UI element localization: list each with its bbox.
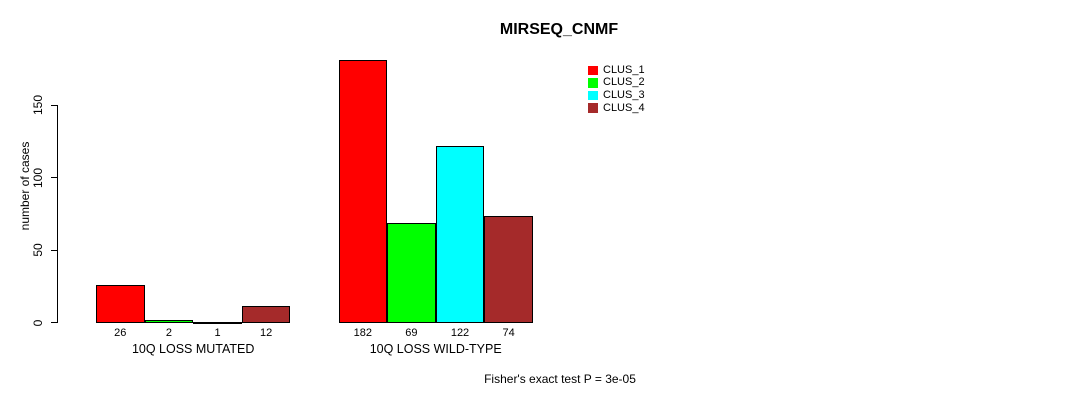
bar-clus_3-group1 [193, 321, 242, 324]
legend-label: CLUS_2 [603, 76, 645, 89]
bar-value-label: 26 [114, 327, 127, 339]
legend-swatch-icon [588, 65, 598, 76]
y-axis-tick [51, 104, 58, 106]
y-axis-line [57, 105, 58, 323]
bar-clus_1-group1 [96, 285, 145, 323]
legend-label: CLUS_4 [603, 101, 645, 114]
bar-value-label: 74 [502, 327, 515, 339]
legend-item: CLUS_4 [588, 102, 645, 115]
bar-clus_2-group2 [387, 223, 436, 323]
bar-clus_4-group1 [241, 305, 291, 323]
y-axis-tick-label: 150 [31, 95, 45, 116]
legend-swatch-icon [588, 90, 598, 101]
group-label: 10Q LOSS WILD-TYPE [369, 342, 502, 356]
legend-swatch-icon [588, 103, 598, 113]
legend-item: CLUS_3 [588, 89, 645, 102]
legend-label: CLUS_3 [603, 88, 645, 101]
legend-item: CLUS_1 [588, 64, 645, 77]
legend-swatch-icon [588, 78, 598, 88]
bar-clus_1-group2 [338, 59, 388, 323]
chart-title: MIRSEQ_CNMF [499, 21, 619, 38]
y-axis-tick-label: 0 [31, 319, 45, 326]
bar-value-label: 69 [405, 327, 418, 339]
bar-clus_2-group1 [144, 320, 194, 323]
annotation-text: Fisher's exact test P = 3e-05 [484, 372, 636, 386]
bar-value-label: 122 [450, 327, 470, 339]
y-axis-label: number of cases [18, 141, 32, 231]
y-axis-tick [51, 177, 58, 179]
y-axis-tick-label: 50 [31, 243, 45, 257]
group-label: 10Q LOSS MUTATED [131, 342, 255, 356]
y-axis-tick-label: 100 [31, 167, 45, 188]
y-axis-tick [51, 249, 58, 251]
bar-value-label: 2 [165, 327, 172, 339]
y-axis-tick [51, 322, 58, 323]
legend: CLUS_1 CLUS_2 CLUS_3 CLUS_4 [588, 64, 645, 114]
legend-label: CLUS_1 [603, 63, 645, 76]
bar-value-label: 1 [214, 327, 221, 339]
bar-clus_3-group2 [435, 146, 485, 323]
bar-value-label: 182 [353, 327, 372, 339]
bar-clus_4-group2 [484, 215, 533, 323]
bar-value-label: 12 [259, 327, 273, 339]
legend-item: CLUS_2 [588, 77, 645, 90]
